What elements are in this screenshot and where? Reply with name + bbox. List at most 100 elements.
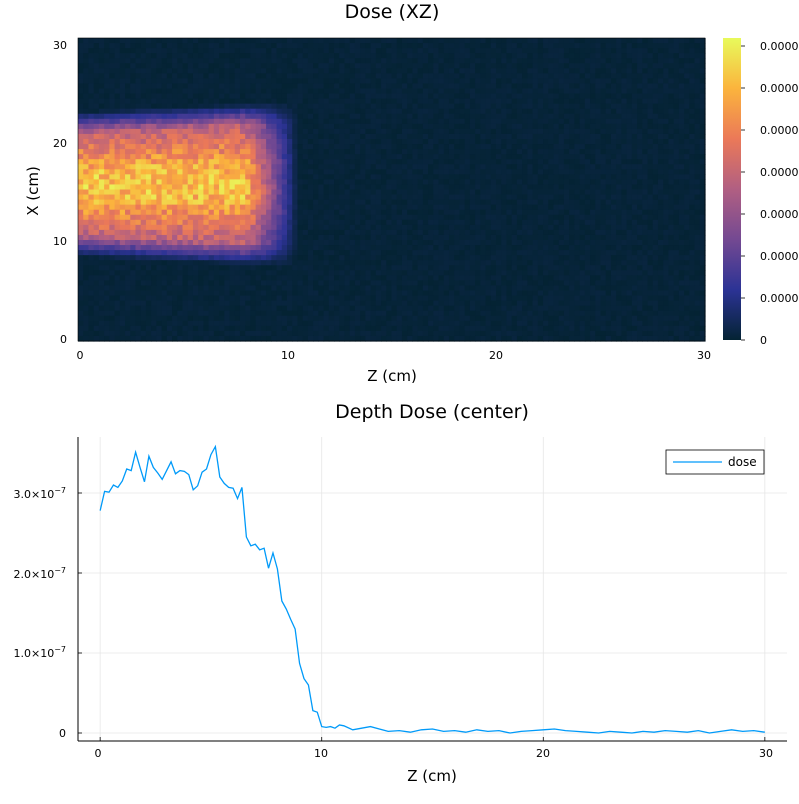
heatmap-cell [375,159,382,165]
heatmap-cell [689,199,696,206]
heatmap-cell [480,199,487,206]
heatmap-cell [558,103,565,110]
heatmap-cell [281,224,288,231]
heatmap-cell [302,234,309,241]
heatmap-cell [203,189,210,196]
heatmap-cell [422,139,429,145]
heatmap-cell [307,149,314,155]
heatmap-cell [354,229,361,236]
heatmap-cell [219,63,225,69]
heatmap-cell [412,204,419,211]
heatmap-cell [496,229,502,236]
heatmap-cell [626,123,633,130]
heatmap-cell [292,43,299,49]
heatmap-cell [255,108,262,115]
heatmap-cell [292,219,299,226]
heatmap-cell [250,219,257,226]
heatmap-cell [192,43,199,49]
heatmap-cell [673,199,680,206]
heatmap-cell [130,214,137,221]
heatmap-cell [558,123,565,130]
heatmap-cell [543,58,549,64]
heatmap-cell [699,83,706,90]
heatmap-cell [595,199,602,206]
heatmap-cell [130,234,137,241]
heatmap-cell [370,98,377,105]
heatmap-cell [563,38,570,44]
heatmap-cell [234,63,241,69]
heatmap-cell [192,53,199,59]
heatmap-cell [281,214,288,221]
heatmap-cell [203,78,210,85]
heatmap-cell [114,98,121,105]
heatmap-cell [569,139,575,145]
heatmap-cell [438,93,445,100]
heatmap-cell [548,38,555,44]
heatmap-cell [469,219,476,226]
heatmap-cell [255,199,262,206]
heatmap-cell [213,98,220,105]
heatmap-cell [250,199,257,206]
heatmap-cell [673,48,680,54]
heatmap-cell [391,78,398,85]
heatmap-cell [266,58,272,64]
heatmap-cell [313,108,319,115]
heatmap-cell [433,199,440,206]
heatmap-cell [684,73,690,79]
heatmap-cell [260,123,267,130]
heatmap-cell [684,159,690,165]
heatmap-cell [78,113,84,120]
heatmap-cell [281,48,288,54]
heatmap-cell [694,53,701,59]
heatmap-cell [245,93,252,100]
heatmap-cell [527,240,534,246]
heatmap-cell [657,83,664,90]
heatmap-cell [145,184,152,191]
heatmap-cell [365,63,372,69]
heatmap-cell [88,245,95,251]
heatmap-cell [145,118,152,125]
heatmap-cell [543,133,549,140]
heatmap-cell [454,43,461,49]
heatmap-cell [443,123,450,130]
heatmap-cell [276,164,283,170]
heatmap-cell [219,68,225,74]
heatmap-cell [287,108,293,115]
heatmap-cell [438,78,445,85]
heatmap-cell [652,78,659,85]
heatmap-cell [156,108,163,115]
heatmap-cell [657,48,664,54]
heatmap-cell [537,169,544,175]
heatmap-cell [412,43,419,49]
heatmap-cell [699,133,706,140]
heatmap-cell [480,48,487,54]
heatmap-cell [548,219,555,226]
heatmap-cell [584,189,591,196]
heatmap-cell [417,169,424,175]
heatmap-cell [417,159,424,165]
heatmap-cell [239,144,246,150]
heatmap-cell [558,189,565,196]
heatmap-cell [548,98,555,105]
heatmap-cell [459,83,466,90]
heatmap-cell [386,184,393,191]
heatmap-cell [83,240,90,246]
heatmap-cell [443,58,450,64]
heatmap-cell [433,73,440,79]
heatmap-cell [516,63,523,69]
heatmap-cell [360,209,366,216]
heatmap-cell [88,88,95,95]
heatmap-cell [438,98,445,105]
heatmap-cell [699,88,706,95]
heatmap-cell [140,159,147,165]
heatmap-cell [78,174,84,180]
heatmap-cell [140,214,147,221]
heatmap-cell [694,199,701,206]
heatmap-cell [114,149,121,155]
heatmap-cell [642,38,649,44]
heatmap-cell [318,68,325,74]
heatmap-cell [657,88,664,95]
heatmap-cell [140,189,147,196]
heatmap-cell [328,113,335,120]
heatmap-cell [652,229,659,236]
